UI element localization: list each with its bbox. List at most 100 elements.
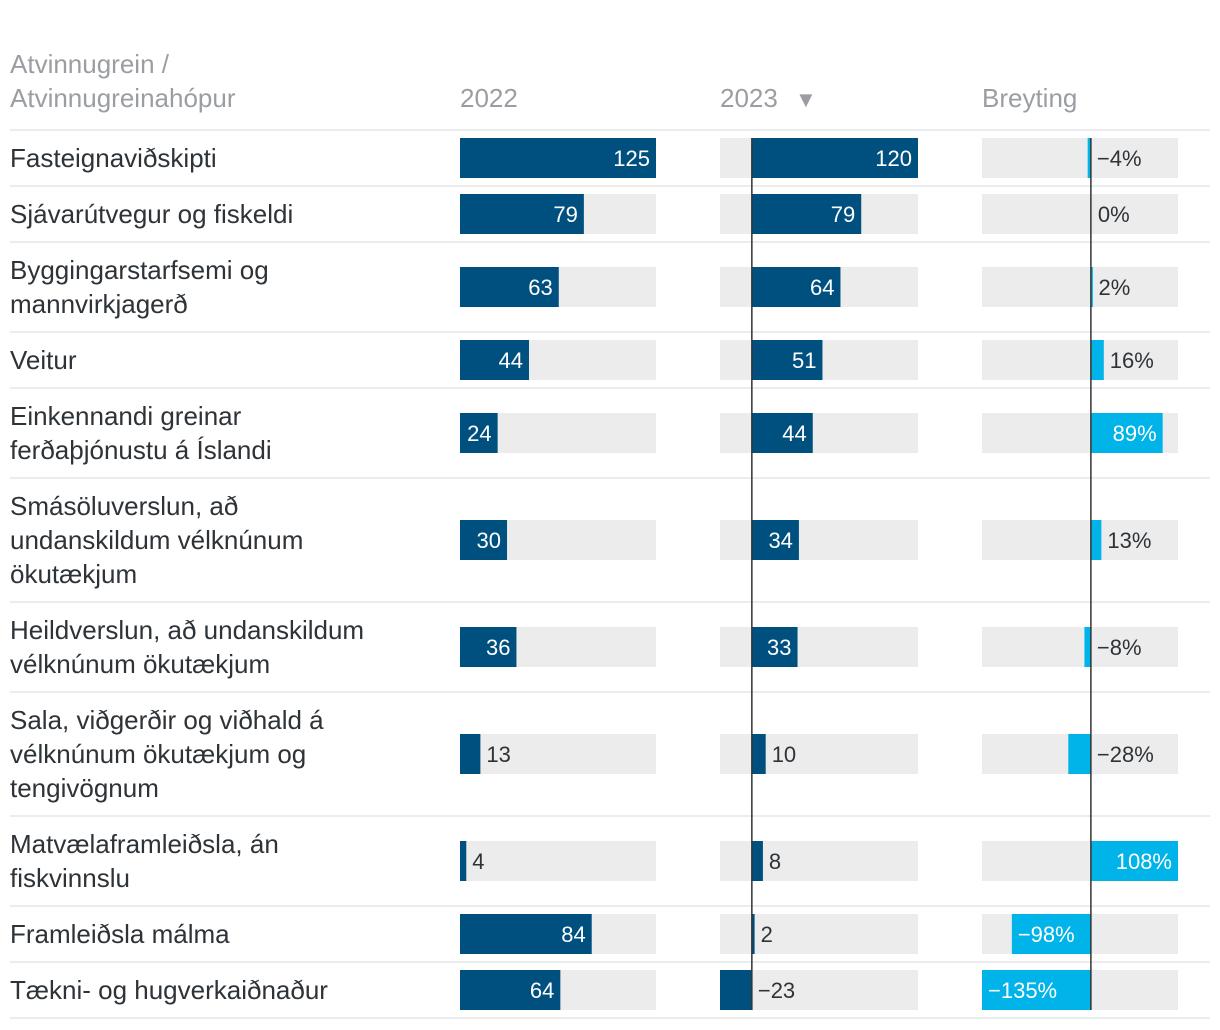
bar-track-change <box>982 267 1178 307</box>
table-row[interactable]: Smásöluverslun, að undanskildum vélknúnum… <box>10 491 1178 589</box>
value-label-2023: 120 <box>875 146 912 171</box>
bar-change <box>1090 340 1104 380</box>
sort-arrow-icon[interactable]: ▼ <box>795 87 817 112</box>
row-label: mannvirkjagerð <box>10 289 188 319</box>
value-label-2023: 10 <box>772 742 796 767</box>
bar-change <box>1084 627 1091 667</box>
header-label-line1: Atvinnugrein / <box>10 49 170 79</box>
bar-2023 <box>751 734 766 774</box>
bar-2023 <box>720 970 752 1010</box>
table-row[interactable]: Veitur 44 51 16% <box>10 340 1178 380</box>
value-label-change: 108% <box>1116 849 1172 874</box>
bar-2023 <box>751 138 918 178</box>
value-label-2022: 79 <box>553 202 577 227</box>
bar-2022 <box>460 520 508 560</box>
bar-2023 <box>751 194 862 234</box>
bar-2023 <box>751 413 813 453</box>
row-label: ferðaþjónustu á Íslandi <box>10 435 272 465</box>
value-label-2022: 36 <box>486 635 510 660</box>
bar-track-2023 <box>720 914 918 954</box>
bar-2022 <box>460 138 656 178</box>
bar-track-change <box>982 194 1178 234</box>
table-row[interactable]: Sala, viðgerðir og viðhald á vélknúnum ök… <box>10 705 1178 803</box>
row-label: Byggingarstarfsemi og <box>10 255 269 285</box>
value-label-2022: 84 <box>561 922 585 947</box>
value-label-2023: 44 <box>782 421 806 446</box>
bar-2023 <box>751 627 798 667</box>
value-label-change: 89% <box>1113 421 1157 446</box>
bar-2023 <box>751 340 823 380</box>
value-label-change: −98% <box>1018 922 1075 947</box>
row-label: vélknúnum ökutækjum <box>10 649 270 679</box>
bar-track-2022 <box>460 841 656 881</box>
bar-2022 <box>460 413 498 453</box>
bar-change <box>1090 520 1102 560</box>
value-label-change: −28% <box>1097 742 1154 767</box>
bar-change <box>982 970 1091 1010</box>
value-label-2023: 79 <box>831 202 855 227</box>
header-label-line2[interactable]: Atvinnugreinahópur <box>10 83 236 113</box>
value-label-2022: 64 <box>530 978 554 1003</box>
bar-track-change <box>982 627 1178 667</box>
row-label: Heildverslun, að undanskildum <box>10 615 364 645</box>
table-row[interactable]: Fasteignaviðskipti 125 120 −4% <box>10 138 1178 178</box>
bar-2023 <box>751 267 841 307</box>
bar-track-change <box>982 340 1178 380</box>
row-label: Framleiðsla málma <box>10 919 230 949</box>
value-label-change: −4% <box>1097 146 1142 171</box>
table-row[interactable]: Heildverslun, að undanskildum vélknúnum ö… <box>10 615 1178 679</box>
table-row[interactable]: Byggingarstarfsemi og mannvirkjagerð 63 64 2… <box>10 255 1178 319</box>
bar-2023 <box>751 914 755 954</box>
value-label-2023: 64 <box>810 275 834 300</box>
value-label-change: 2% <box>1099 275 1131 300</box>
value-label-2022: 63 <box>528 275 552 300</box>
row-label: ökutækjum <box>10 559 137 589</box>
row-label: undanskildum vélknúnum <box>10 525 303 555</box>
bar-change <box>1011 914 1091 954</box>
value-label-change: 13% <box>1107 528 1151 553</box>
table-row[interactable]: Sjávarútvegur og fiskeldi 79 79 0% <box>10 194 1178 234</box>
bar-track-2023 <box>720 841 918 881</box>
header-2023[interactable]: 2023 <box>720 83 778 113</box>
value-label-2022: 13 <box>486 742 510 767</box>
row-label: tengivögnum <box>10 773 159 803</box>
value-label-2023: 8 <box>769 849 781 874</box>
row-label: Fasteignaviðskipti <box>10 143 217 173</box>
row-label: Smásöluverslun, að <box>10 491 238 521</box>
bar-2022 <box>460 627 517 667</box>
bar-change <box>1090 413 1163 453</box>
table-row[interactable]: Framleiðsla málma 84 2 −98% <box>10 914 1178 954</box>
value-label-2023: −23 <box>758 978 795 1003</box>
bar-change <box>1090 267 1093 307</box>
value-label-change: −135% <box>988 978 1057 1003</box>
table-row[interactable]: Einkennandi greinar ferðaþjónustu á Íslan… <box>10 401 1178 465</box>
value-label-change: 0% <box>1098 202 1130 227</box>
row-label: Sjávarútvegur og fiskeldi <box>10 199 293 229</box>
row-label: Veitur <box>10 345 77 375</box>
bar-2022 <box>460 267 559 307</box>
bar-2022 <box>460 194 584 234</box>
table-header: Atvinnugrein / Atvinnugreinahópur 2022 2… <box>10 49 1077 113</box>
bar-track-2022 <box>460 734 656 774</box>
row-label: fiskvinnslu <box>10 863 130 893</box>
value-label-2022: 30 <box>477 528 501 553</box>
bar-2022 <box>460 970 561 1010</box>
table-row[interactable]: Tækni- og hugverkaiðnaður 64 −23 −135% <box>10 970 1178 1010</box>
header-2022[interactable]: 2022 <box>460 83 518 113</box>
row-label: vélknúnum ökutækjum og <box>10 739 306 769</box>
bar-2023 <box>751 841 763 881</box>
bar-track-2023 <box>720 627 918 667</box>
row-label: Sala, viðgerðir og viðhald á <box>10 705 324 735</box>
bar-2022 <box>460 734 481 774</box>
value-label-2022: 24 <box>467 421 491 446</box>
value-label-2023: 51 <box>792 348 816 373</box>
bar-track-2023 <box>720 413 918 453</box>
bar-2023 <box>751 520 799 560</box>
bar-2022 <box>460 841 467 881</box>
table-row[interactable]: Matvælaframleiðsla, án fiskvinnslu 4 8 108% <box>10 829 1178 893</box>
bar-track-change <box>982 138 1178 178</box>
row-label: Einkennandi greinar <box>10 401 242 431</box>
header-change[interactable]: Breyting <box>982 83 1077 113</box>
value-label-2023: 2 <box>761 922 773 947</box>
bar-track-change <box>982 520 1178 560</box>
